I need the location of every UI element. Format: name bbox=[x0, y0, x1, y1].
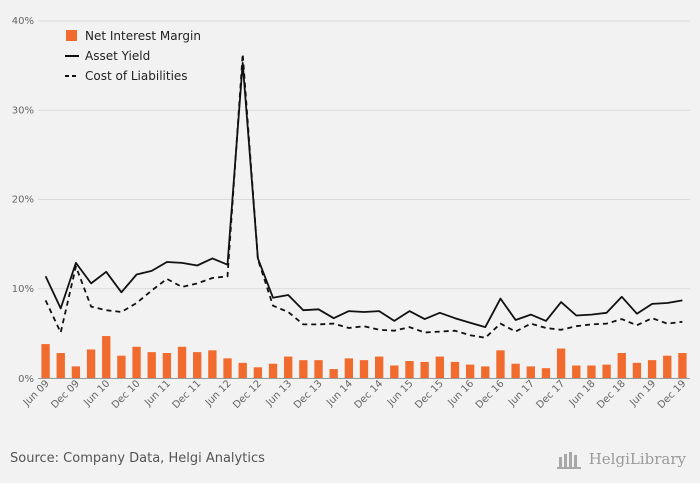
bar-net-interest-margin bbox=[71, 366, 81, 378]
bar-net-interest-margin bbox=[147, 352, 156, 378]
x-tick-label: Dec 17 bbox=[535, 378, 568, 411]
x-tick-label: Dec 12 bbox=[231, 378, 264, 411]
x-tick-label: Jun 16 bbox=[445, 378, 476, 409]
x-tick-label: Jun 15 bbox=[385, 378, 416, 409]
x-tick-label: Dec 19 bbox=[656, 378, 689, 411]
bar-net-interest-margin bbox=[526, 366, 535, 378]
x-tick-label: Jun 12 bbox=[203, 378, 234, 409]
x-tick-label: Jun 13 bbox=[264, 378, 295, 409]
bar-net-interest-margin bbox=[56, 353, 65, 378]
x-tick-label: Dec 16 bbox=[474, 378, 507, 411]
bar-net-interest-margin bbox=[632, 362, 642, 378]
bar-net-interest-margin bbox=[450, 361, 460, 378]
bar-net-interest-margin bbox=[420, 361, 429, 378]
y-axis: 0% 10% 20% 30% 40% bbox=[12, 16, 34, 385]
line-asset-yield bbox=[44, 62, 683, 329]
bar-net-interest-margin bbox=[465, 364, 475, 378]
x-tick-label: Dec 15 bbox=[413, 378, 446, 411]
bar-net-interest-margin bbox=[41, 344, 50, 378]
bar-net-interest-margin bbox=[162, 353, 172, 378]
bar-net-interest-margin bbox=[390, 365, 399, 378]
bar-net-interest-margin bbox=[193, 352, 202, 378]
x-tick-label: Jun 11 bbox=[142, 378, 173, 409]
bar-net-interest-margin bbox=[647, 360, 657, 378]
brand-logo: HelgiLibrary bbox=[556, 449, 686, 469]
bar-net-interest-margin bbox=[435, 356, 444, 378]
bar-net-interest-margin bbox=[556, 348, 566, 378]
bar-net-interest-margin bbox=[253, 367, 263, 378]
x-tick-label: Dec 18 bbox=[595, 378, 628, 411]
bar-net-interest-margin bbox=[541, 368, 551, 378]
bar-net-interest-margin bbox=[329, 369, 338, 378]
legend-label: Net Interest Margin bbox=[85, 29, 201, 43]
bar-net-interest-margin bbox=[177, 346, 187, 378]
bar-net-interest-margin bbox=[238, 362, 247, 378]
bar-net-interest-margin bbox=[132, 346, 141, 378]
brand-name: HelgiLibrary bbox=[588, 450, 686, 468]
bar-net-interest-margin bbox=[223, 358, 232, 378]
legend-label: Cost of Liabilities bbox=[85, 69, 188, 83]
x-tick-label: Dec 14 bbox=[353, 378, 386, 411]
legend: Net Interest Margin Asset Yield Cost of Li… bbox=[65, 29, 201, 83]
bar-net-interest-margin bbox=[587, 365, 596, 378]
bar-net-interest-margin bbox=[284, 356, 293, 378]
x-tick-label: Dec 09 bbox=[49, 378, 82, 411]
x-tick-label: Jun 19 bbox=[627, 378, 658, 409]
x-tick-label: Jun 18 bbox=[567, 378, 598, 409]
bar-net-interest-margin bbox=[511, 363, 520, 378]
legend-label: Asset Yield bbox=[85, 49, 150, 63]
legend-swatch-bar bbox=[66, 30, 77, 41]
y-tick-label: 30% bbox=[12, 105, 34, 116]
x-tick-label: Jun 14 bbox=[324, 378, 355, 409]
line-series bbox=[44, 53, 683, 339]
y-tick-label: 40% bbox=[12, 16, 34, 27]
bar-net-interest-margin bbox=[617, 353, 626, 378]
bar-net-interest-margin bbox=[663, 355, 672, 378]
bar-net-interest-margin bbox=[208, 350, 217, 378]
bar-net-interest-margin bbox=[359, 360, 369, 378]
x-tick-label: Dec 10 bbox=[110, 378, 143, 411]
source-note: Source: Company Data, Helgi Analytics bbox=[10, 451, 265, 466]
y-tick-label: 10% bbox=[12, 284, 34, 295]
x-tick-label: Jun 10 bbox=[82, 378, 113, 409]
bar-net-interest-margin bbox=[299, 360, 308, 378]
x-tick-label: Dec 13 bbox=[292, 378, 325, 411]
bar-net-interest-margin bbox=[405, 361, 414, 378]
x-tick-label: Jun 17 bbox=[506, 378, 537, 409]
bar-net-interest-margin bbox=[602, 364, 611, 378]
gridlines bbox=[38, 20, 690, 379]
bar-net-interest-margin bbox=[344, 358, 354, 378]
bar-net-interest-margin bbox=[374, 356, 384, 378]
bar-net-interest-margin bbox=[117, 355, 126, 378]
y-tick-label: 0% bbox=[18, 374, 34, 385]
bar-series bbox=[41, 336, 687, 378]
bar-net-interest-margin bbox=[678, 353, 687, 378]
bar-net-interest-margin bbox=[572, 365, 581, 378]
bar-net-interest-margin bbox=[314, 360, 323, 378]
bar-net-interest-margin bbox=[481, 366, 490, 378]
x-tick-label: Dec 11 bbox=[171, 378, 204, 411]
bar-net-interest-margin bbox=[496, 350, 505, 378]
bar-net-interest-margin bbox=[86, 349, 96, 378]
library-icon bbox=[556, 452, 581, 469]
bar-net-interest-margin bbox=[102, 336, 111, 378]
line-cost-of-liabilities bbox=[44, 53, 683, 339]
y-tick-label: 20% bbox=[12, 195, 34, 206]
bar-net-interest-margin bbox=[268, 363, 278, 378]
